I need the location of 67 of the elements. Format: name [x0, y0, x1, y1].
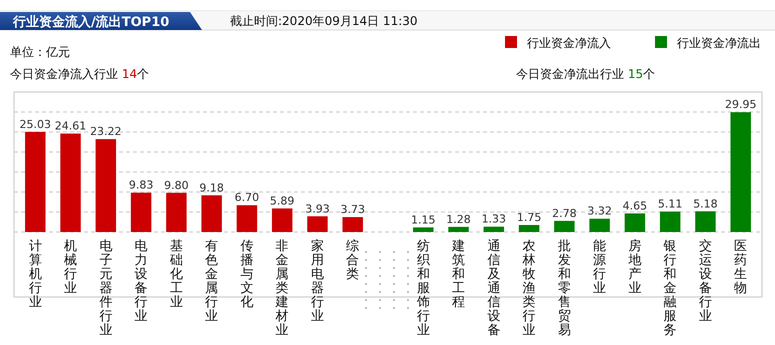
- data-label: 29.95: [724, 98, 756, 112]
- x-tick-label: 基础化工业: [168, 239, 183, 310]
- data-label: 3.73: [340, 203, 365, 216]
- text: 今日资金净流出行业 15个: [516, 67, 656, 81]
- text: 今日资金净流入行业 14个: [10, 67, 150, 81]
- bar: [413, 227, 434, 232]
- x-tick-label: 房地产业: [627, 238, 642, 296]
- bar: [236, 205, 258, 232]
- data-label: 2.78: [552, 206, 577, 220]
- x-tick-label: 机械行业: [64, 239, 78, 296]
- data-label: 9.83: [128, 178, 154, 192]
- data-label: 1.28: [446, 212, 471, 226]
- legend-label: 行业资金净流入: [527, 36, 611, 50]
- x-tick-label: 批发和零售贸易: [558, 239, 571, 338]
- x-tick-label: 综合类: [346, 239, 360, 282]
- x-tick-label: 交运设备行业: [698, 238, 712, 324]
- data-label: 9.80: [164, 178, 189, 192]
- bar: [307, 216, 328, 232]
- data-label: 1.15: [411, 213, 436, 226]
- x-tick-label: 通信及通信设备: [487, 239, 500, 338]
- bar: [130, 192, 152, 232]
- legend-label: 行业资金净流出: [677, 36, 761, 50]
- x-tick-label: 医药生物: [734, 239, 748, 296]
- data-label: 3.32: [587, 204, 612, 218]
- bar: [484, 226, 504, 232]
- x-tick-label: 电子元器件行业: [99, 239, 112, 338]
- bar: [554, 220, 575, 232]
- bar: [730, 112, 751, 232]
- data-label: 3.93: [305, 202, 330, 216]
- chart-subtitle: 截止时间:2020年09月14日 11:30: [230, 14, 418, 28]
- x-tick-label: 建筑和工程: [451, 239, 466, 310]
- data-label: 25.03: [20, 118, 52, 131]
- data-label: 24.61: [54, 120, 86, 133]
- bar: [272, 208, 292, 232]
- data-label: 1.33: [482, 212, 506, 226]
- data-label: 4.65: [622, 199, 648, 212]
- data-label: 1.75: [516, 211, 542, 224]
- bar: [518, 225, 540, 232]
- bar: [448, 226, 469, 232]
- bar: [96, 139, 116, 232]
- bar: [60, 134, 81, 232]
- x-tick-label: 传播与文化: [240, 239, 254, 310]
- bar: [624, 213, 646, 232]
- x-tick-label: 农林牧渔类行业: [522, 239, 536, 338]
- data-label: 6.70: [234, 191, 260, 204]
- bar: [201, 195, 222, 232]
- bar: [166, 192, 187, 232]
- x-tick-label: 非金属类建材业: [274, 239, 289, 338]
- data-label: 5.11: [658, 198, 682, 211]
- bar: [589, 218, 610, 232]
- x-tick-label: 银行和金融服务: [662, 239, 677, 338]
- bar: [342, 217, 363, 232]
- x-tick-label: 计算机行业: [28, 239, 42, 310]
- x-tick-label: 纺织和服饰行业: [416, 239, 430, 338]
- x-tick-label: 能源行业: [593, 239, 606, 296]
- x-tick-label: 有色金属行业: [205, 239, 218, 324]
- text: 单位：亿元: [10, 45, 70, 59]
- data-label: 9.18: [199, 181, 224, 194]
- chart-title: 行业资金流入/流出TOP10: [12, 14, 170, 30]
- bar: [660, 212, 680, 232]
- bar: [25, 132, 46, 232]
- x-tick-label: 电力设备行业: [134, 239, 148, 324]
- data-label: 5.18: [693, 197, 718, 210]
- x-tick-label: 家用电器行业: [310, 238, 324, 324]
- bar: [695, 211, 716, 232]
- data-label: 23.22: [90, 125, 122, 138]
- data-label: 5.89: [270, 194, 294, 208]
